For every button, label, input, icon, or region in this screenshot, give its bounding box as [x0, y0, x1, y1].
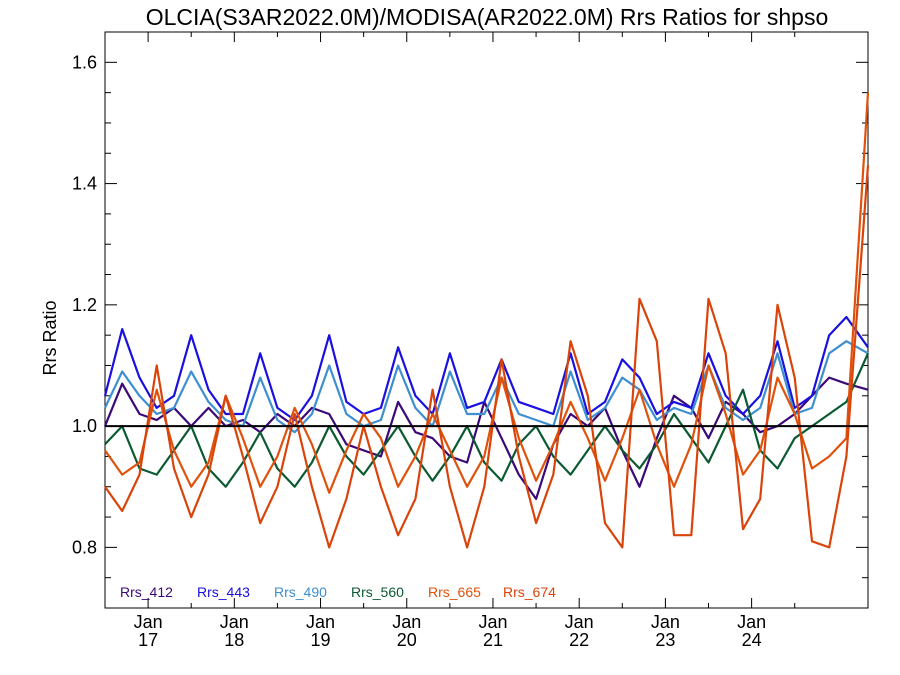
x-tick-label-year: 21 — [483, 630, 503, 650]
y-tick-label: 1.6 — [72, 52, 97, 72]
x-tick-label-year: 19 — [311, 630, 331, 650]
x-tick-label-year: 17 — [138, 630, 158, 650]
legend-entry-rrs-443: Rrs_443 — [197, 584, 250, 600]
legend-entry-rrs-665: Rrs_665 — [428, 584, 481, 600]
y-axis-label: Rrs Ratio — [40, 300, 60, 375]
x-tick-label-month: Jan — [737, 612, 766, 632]
x-tick-label-year: 18 — [224, 630, 244, 650]
y-tick-label: 1.4 — [72, 174, 97, 194]
plot-frame — [104, 31, 869, 609]
x-tick-label-year: 20 — [397, 630, 417, 650]
legend-entry-rrs-490: Rrs_490 — [274, 584, 327, 600]
series-line-rrs-560 — [104, 352, 870, 488]
plot-area: 0.81.01.21.41.6Jan17Jan18Jan19Jan20Jan21… — [72, 31, 870, 650]
x-tick-label-year: 24 — [742, 630, 762, 650]
y-tick-label: 1.0 — [72, 416, 97, 436]
x-tick-label-year: 22 — [569, 630, 589, 650]
legend-entry-rrs-674: Rrs_674 — [503, 584, 556, 600]
legend-entry-rrs-412: Rrs_412 — [120, 584, 173, 600]
x-tick-label-month: Jan — [565, 612, 594, 632]
x-tick-label-month: Jan — [134, 612, 163, 632]
series-line-rrs-665 — [104, 92, 870, 494]
y-tick-label: 0.8 — [72, 537, 97, 557]
x-tick-label-month: Jan — [478, 612, 507, 632]
chart-title: OLCIA(S3AR2022.0M)/MODISA(AR2022.0M) Rrs… — [146, 4, 829, 30]
y-tick-label: 1.2 — [72, 295, 97, 315]
legend-entry-rrs-560: Rrs_560 — [351, 584, 404, 600]
x-tick-label-month: Jan — [220, 612, 249, 632]
series-line-rrs-490 — [104, 340, 869, 434]
x-tick-label-month: Jan — [306, 612, 335, 632]
series-line-rrs-674 — [104, 165, 870, 549]
x-tick-label-month: Jan — [651, 612, 680, 632]
x-tick-label-year: 23 — [655, 630, 675, 650]
x-tick-label-month: Jan — [392, 612, 421, 632]
